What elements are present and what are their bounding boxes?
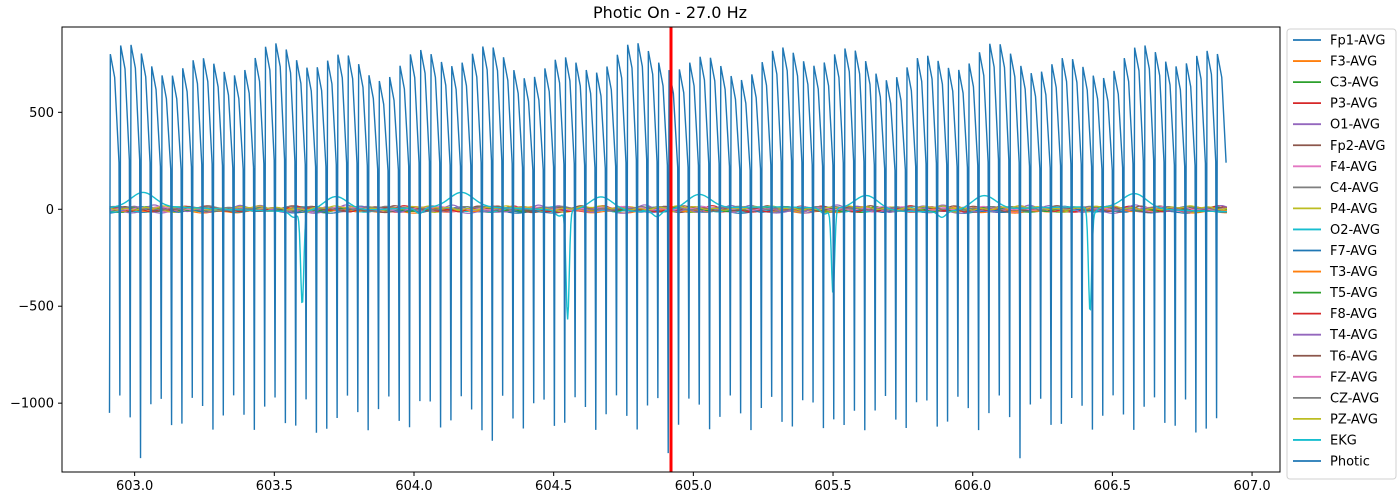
x-tick-label: 607.0 xyxy=(1233,479,1270,494)
legend-label: P4-AVG xyxy=(1330,202,1378,217)
legend-label: T5-AVG xyxy=(1329,286,1378,301)
legend-label: T4-AVG xyxy=(1329,328,1378,343)
legend-label: F4-AVG xyxy=(1330,160,1377,175)
x-tick-label: 603.0 xyxy=(116,479,153,494)
x-tick-label: 606.0 xyxy=(954,479,991,494)
legend-label: F7-AVG xyxy=(1330,244,1377,259)
legend-label: O2-AVG xyxy=(1330,223,1380,238)
x-tick-label: 605.0 xyxy=(675,479,712,494)
legend-label: Fp2-AVG xyxy=(1330,139,1385,154)
x-tick-label: 606.5 xyxy=(1094,479,1131,494)
legend-label: Fp1-AVG xyxy=(1330,34,1385,49)
legend-label: C3-AVG xyxy=(1330,76,1379,91)
legend: Fp1-AVG F3-AVG C3-AVG P3-AVG O1-AVG Fp2-AVG F4… xyxy=(1286,28,1397,480)
legend-label: O1-AVG xyxy=(1330,118,1380,133)
legend-label: CZ-AVG xyxy=(1330,391,1379,406)
legend-label: P3-AVG xyxy=(1330,97,1378,112)
legend-label: F8-AVG xyxy=(1330,307,1377,322)
x-tick-label: 604.5 xyxy=(535,479,572,494)
legend-label: EKG xyxy=(1330,433,1357,448)
y-axis: 500 0 −500 −1000 xyxy=(10,106,62,412)
legend-label: Photic xyxy=(1330,455,1370,470)
plot-frame xyxy=(61,26,1281,473)
legend-label: C4-AVG xyxy=(1330,181,1379,196)
x-tick-label: 603.5 xyxy=(256,479,293,494)
traces-group xyxy=(108,43,1228,459)
y-tick-label: −1000 xyxy=(10,397,54,412)
chart-title: Photic On - 27.0 Hz xyxy=(593,3,747,22)
series-line-photic xyxy=(108,43,1227,459)
y-tick-label: −500 xyxy=(18,300,54,315)
legend-label: T6-AVG xyxy=(1329,349,1378,364)
legend-label: PZ-AVG xyxy=(1330,412,1378,427)
legend-label: T3-AVG xyxy=(1329,265,1378,280)
y-tick-label: 0 xyxy=(46,203,54,218)
legend-label: F3-AVG xyxy=(1330,55,1377,70)
x-tick-label: 605.5 xyxy=(814,479,851,494)
legend-box xyxy=(1286,28,1397,480)
x-axis: 603.0 603.5 604.0 604.5 605.0 605.5 606.0 606.5… xyxy=(116,472,1271,494)
y-tick-label: 500 xyxy=(29,106,54,121)
legend-label: FZ-AVG xyxy=(1330,370,1378,385)
x-tick-label: 604.0 xyxy=(395,479,432,494)
